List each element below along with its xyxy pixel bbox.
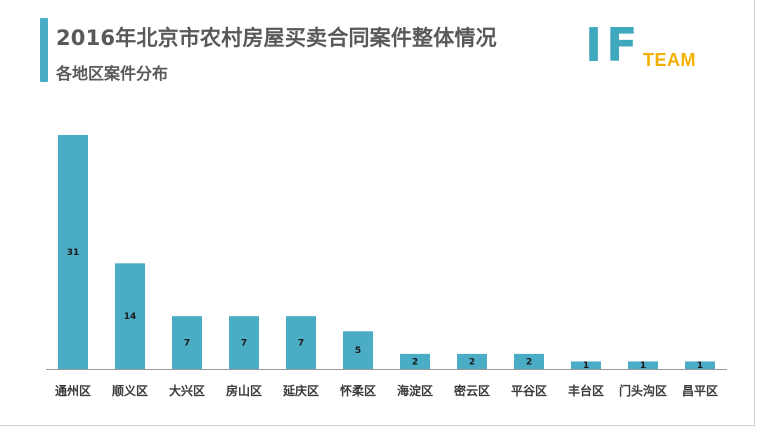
chart-title: 2016年北京市农村房屋买卖合同案件整体情况 — [56, 26, 497, 50]
slide-border-bottom — [0, 425, 755, 426]
bar-10 — [628, 361, 658, 369]
title-accent-bar — [40, 18, 48, 82]
data-label-5: 5 — [355, 346, 361, 356]
data-label-11: 1 — [697, 361, 703, 371]
data-label-1: 14 — [124, 312, 137, 322]
data-label-8: 2 — [526, 357, 532, 367]
category-label-10: 门头沟区 — [619, 383, 667, 398]
logo-text: TEAM — [643, 50, 696, 70]
category-label-3: 房山区 — [226, 383, 262, 398]
chart-subtitle: 各地区案件分布 — [56, 64, 169, 83]
category-label-1: 顺义区 — [112, 383, 148, 398]
category-label-5: 怀柔区 — [340, 383, 376, 398]
data-label-7: 2 — [469, 357, 475, 367]
category-label-9: 丰台区 — [568, 383, 604, 398]
bar-6 — [400, 353, 430, 369]
bar-8 — [514, 353, 544, 369]
bar-5 — [343, 331, 373, 369]
logo-mark: IF — [585, 18, 642, 72]
bar-4 — [286, 316, 316, 369]
data-label-10: 1 — [640, 361, 646, 371]
bar-11 — [685, 361, 715, 369]
category-label-8: 平谷区 — [511, 383, 547, 398]
bar-7 — [457, 353, 487, 369]
category-label-2: 大兴区 — [169, 383, 205, 398]
category-label-0: 通州区 — [55, 383, 91, 398]
data-label-0: 31 — [67, 248, 80, 258]
bar-0 — [58, 135, 88, 369]
bar-1 — [115, 263, 145, 369]
data-label-9: 1 — [583, 361, 589, 371]
bar-9 — [571, 361, 601, 369]
bar-2 — [172, 316, 202, 369]
bar-3 — [229, 316, 259, 369]
category-label-7: 密云区 — [454, 383, 490, 398]
category-label-6: 海淀区 — [397, 383, 433, 398]
category-label-11: 昌平区 — [682, 384, 718, 398]
data-label-2: 7 — [184, 339, 190, 349]
slide-border-right — [754, 0, 755, 426]
data-label-4: 7 — [298, 339, 304, 349]
data-label-6: 2 — [412, 357, 418, 367]
category-label-4: 延庆区 — [282, 383, 319, 398]
data-label-3: 7 — [241, 339, 247, 349]
